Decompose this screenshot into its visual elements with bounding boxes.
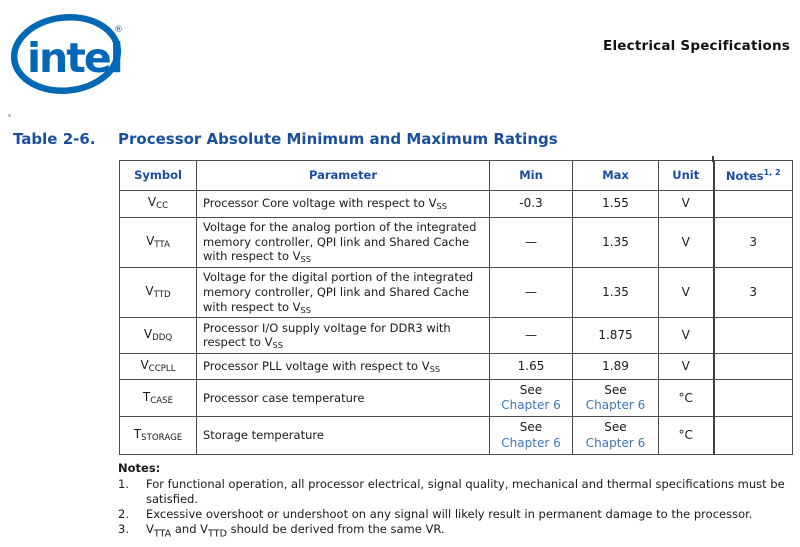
intel-logo-wordmark: intel — [27, 34, 122, 82]
table-row: VTTD Voltage for the digital portion of t… — [119, 267, 793, 319]
stray-dot — [8, 114, 11, 117]
chapter-link[interactable]: Chapter 6 — [501, 398, 561, 413]
column-header-min: Min — [489, 160, 573, 191]
parameter-cell: Processor I/O supply voltage for DDR3 wi… — [196, 317, 490, 355]
unit-cell: °C — [658, 416, 714, 456]
note-number: 3. — [118, 521, 129, 536]
table-row: VTTA Voltage for the analog portion of th… — [119, 216, 793, 269]
min-cell: — — [489, 216, 573, 269]
parameter-cell: Voltage for the analog portion of the in… — [196, 216, 490, 269]
table-body: VCC Processor Core voltage with respect t… — [119, 190, 793, 456]
note-item: 3. VTTA and VTTD should be derived from t… — [118, 522, 796, 541]
min-cell: -0.3 — [489, 190, 573, 218]
notes-cell — [712, 353, 793, 381]
see-text: See — [604, 420, 627, 435]
symbol-cell: VTTD — [119, 267, 197, 319]
min-cell: See Chapter 6 — [489, 416, 573, 456]
table-caption-text: Processor Absolute Minimum and Maximum R… — [118, 130, 558, 148]
max-cell: 1.35 — [572, 267, 659, 319]
page-header-title: Electrical Specifications — [603, 38, 790, 54]
symbol-cell: TCASE — [119, 379, 197, 418]
note-item: 1. For functional operation, all processo… — [118, 477, 796, 507]
notes-cell — [712, 416, 793, 456]
table-row: VCCPLL Processor PLL voltage with respect… — [119, 353, 793, 381]
notes-list: 1. For functional operation, all processo… — [118, 477, 796, 541]
notes-heading: Notes: — [118, 461, 161, 475]
min-cell: — — [489, 267, 573, 319]
note-number: 2. — [118, 506, 129, 521]
notes-column-tick — [712, 156, 714, 162]
max-cell: 1.55 — [572, 190, 659, 218]
max-cell: 1.35 — [572, 216, 659, 269]
note-text: VTTA and VTTD should be derived from the… — [146, 521, 445, 540]
min-cell: See Chapter 6 — [489, 379, 573, 418]
notes-cell: 3 — [712, 216, 793, 269]
parameter-cell: Processor PLL voltage with respect to VS… — [196, 353, 490, 381]
min-cell: 1.65 — [489, 353, 573, 381]
symbol-cell: TSTORAGE — [119, 416, 197, 456]
table-caption-number: Table 2-6. — [13, 130, 96, 148]
unit-cell: °C — [658, 379, 714, 418]
unit-cell: V — [658, 353, 714, 381]
notes-cell: 3 — [712, 267, 793, 319]
column-header-parameter: Parameter — [196, 160, 490, 191]
column-header-unit: Unit — [658, 160, 714, 191]
notes-cell — [712, 190, 793, 218]
parameter-cell: Voltage for the digital portion of the i… — [196, 267, 490, 319]
notes-cell — [712, 379, 793, 418]
unit-cell: V — [658, 267, 714, 319]
symbol-cell: VCCPLL — [119, 353, 197, 381]
see-text: See — [519, 382, 543, 397]
notes-section: Notes: 1. For functional operation, all p… — [118, 461, 796, 540]
see-text: See — [519, 420, 543, 435]
table-row: VDDQ Processor I/O supply voltage for DDR… — [119, 317, 793, 355]
registered-trademark-icon: ® — [114, 25, 123, 35]
chapter-link[interactable]: Chapter 6 — [585, 398, 646, 413]
chapter-link[interactable]: Chapter 6 — [501, 435, 561, 450]
symbol-cell: VDDQ — [119, 317, 197, 355]
note-text: Excessive overshoot or undershoot on any… — [146, 506, 753, 521]
unit-cell: V — [658, 317, 714, 355]
table-row: TCASE Processor case temperature See Chapte… — [119, 379, 793, 418]
parameter-cell: Storage temperature — [196, 416, 490, 456]
column-header-notes: Notes1, 2 — [712, 160, 793, 191]
parameter-cell: Processor case temperature — [196, 379, 490, 418]
max-cell: See Chapter 6 — [572, 416, 659, 456]
note-item: 2. Excessive overshoot or undershoot on a… — [118, 507, 796, 522]
absolute-ratings-table: Symbol Parameter Min Max Unit Notes1, 2 VCC Pr… — [119, 160, 793, 456]
chapter-link[interactable]: Chapter 6 — [585, 435, 646, 450]
spec-table-container: Symbol Parameter Min Max Unit Notes1, 2 VCC Pr… — [119, 156, 793, 456]
max-cell: See Chapter 6 — [572, 379, 659, 418]
note-number: 1. — [118, 476, 129, 491]
intel-logo: intel ® — [10, 14, 124, 94]
notes-cell — [712, 317, 793, 355]
column-header-max: Max — [572, 160, 659, 191]
max-cell: 1.875 — [572, 317, 659, 355]
note-text: For functional operation, all processor … — [146, 476, 785, 506]
parameter-cell: Processor Core voltage with respect to V… — [196, 190, 490, 218]
table-row: VCC Processor Core voltage with respect t… — [119, 190, 793, 218]
symbol-cell: VCC — [119, 190, 197, 218]
max-cell: 1.89 — [572, 353, 659, 381]
table-header-row: Symbol Parameter Min Max Unit Notes1, 2 — [119, 160, 793, 191]
symbol-cell: VTTA — [119, 216, 197, 269]
column-header-symbol: Symbol — [119, 160, 197, 191]
unit-cell: V — [658, 216, 714, 269]
see-text: See — [604, 382, 627, 397]
min-cell: — — [489, 317, 573, 355]
table-caption: Table 2-6. Processor Absolute Minimum and… — [13, 130, 793, 148]
unit-cell: V — [658, 190, 714, 218]
